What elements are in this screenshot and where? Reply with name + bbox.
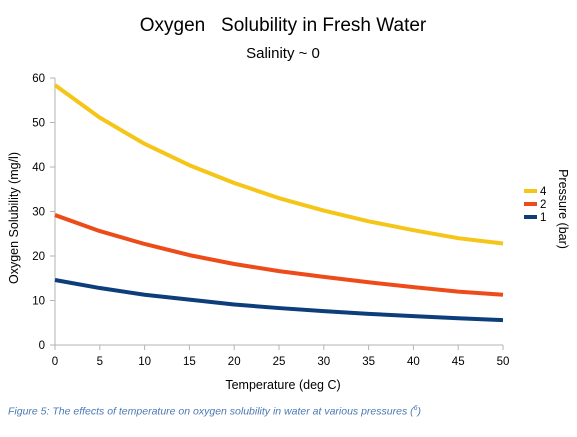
y-tick-label: 0 bbox=[39, 340, 45, 352]
x-tick-label: 30 bbox=[317, 356, 330, 368]
series-line-1 bbox=[54, 278, 504, 323]
y-tick-label: 30 bbox=[32, 207, 45, 219]
series-line-4 bbox=[53, 83, 504, 246]
caption-text: Figure 5: The effects of temperature on … bbox=[8, 405, 414, 418]
x-tick-label: 15 bbox=[183, 356, 196, 368]
chart-subtitle: Salinity ~ 0 bbox=[246, 45, 320, 62]
x-tick-label: 20 bbox=[228, 356, 241, 368]
series-line-2 bbox=[54, 213, 504, 297]
y-tick-label: 40 bbox=[32, 162, 45, 174]
x-tick-label: 25 bbox=[273, 356, 286, 368]
y-axis-label: Oxygen Solubility (mg/l) bbox=[7, 152, 21, 284]
x-tick-label: 35 bbox=[362, 356, 375, 368]
legend-label-2: 2 bbox=[540, 199, 546, 211]
x-axis-label: Temperature (deg C) bbox=[225, 378, 340, 392]
chart: Oxygen Solubility in Fresh Water Salinit… bbox=[7, 15, 570, 392]
caption-close: ) bbox=[417, 405, 422, 418]
y-tick-label: 60 bbox=[32, 73, 45, 85]
x-tick-label: 50 bbox=[497, 356, 510, 368]
legend-label-1: 1 bbox=[540, 212, 546, 224]
caption-reference: 6 bbox=[413, 405, 418, 412]
x-tick-label: 10 bbox=[138, 356, 151, 368]
figure-caption: Figure 5: The effects of temperature on … bbox=[8, 405, 421, 418]
x-tick-label: 5 bbox=[97, 356, 103, 368]
legend-label-4: 4 bbox=[540, 186, 547, 198]
chart-title: Oxygen Solubility in Fresh Water bbox=[140, 15, 427, 36]
x-tick-label: 0 bbox=[52, 356, 58, 368]
x-tick-label: 45 bbox=[452, 356, 465, 368]
y-tick-label: 10 bbox=[32, 296, 45, 308]
x-tick-label: 40 bbox=[407, 356, 420, 368]
y-tick-label: 50 bbox=[32, 118, 45, 130]
y-tick-label: 20 bbox=[32, 251, 45, 263]
legend: 421 bbox=[524, 186, 547, 224]
legend-title: Pressure (bar) bbox=[556, 169, 570, 249]
